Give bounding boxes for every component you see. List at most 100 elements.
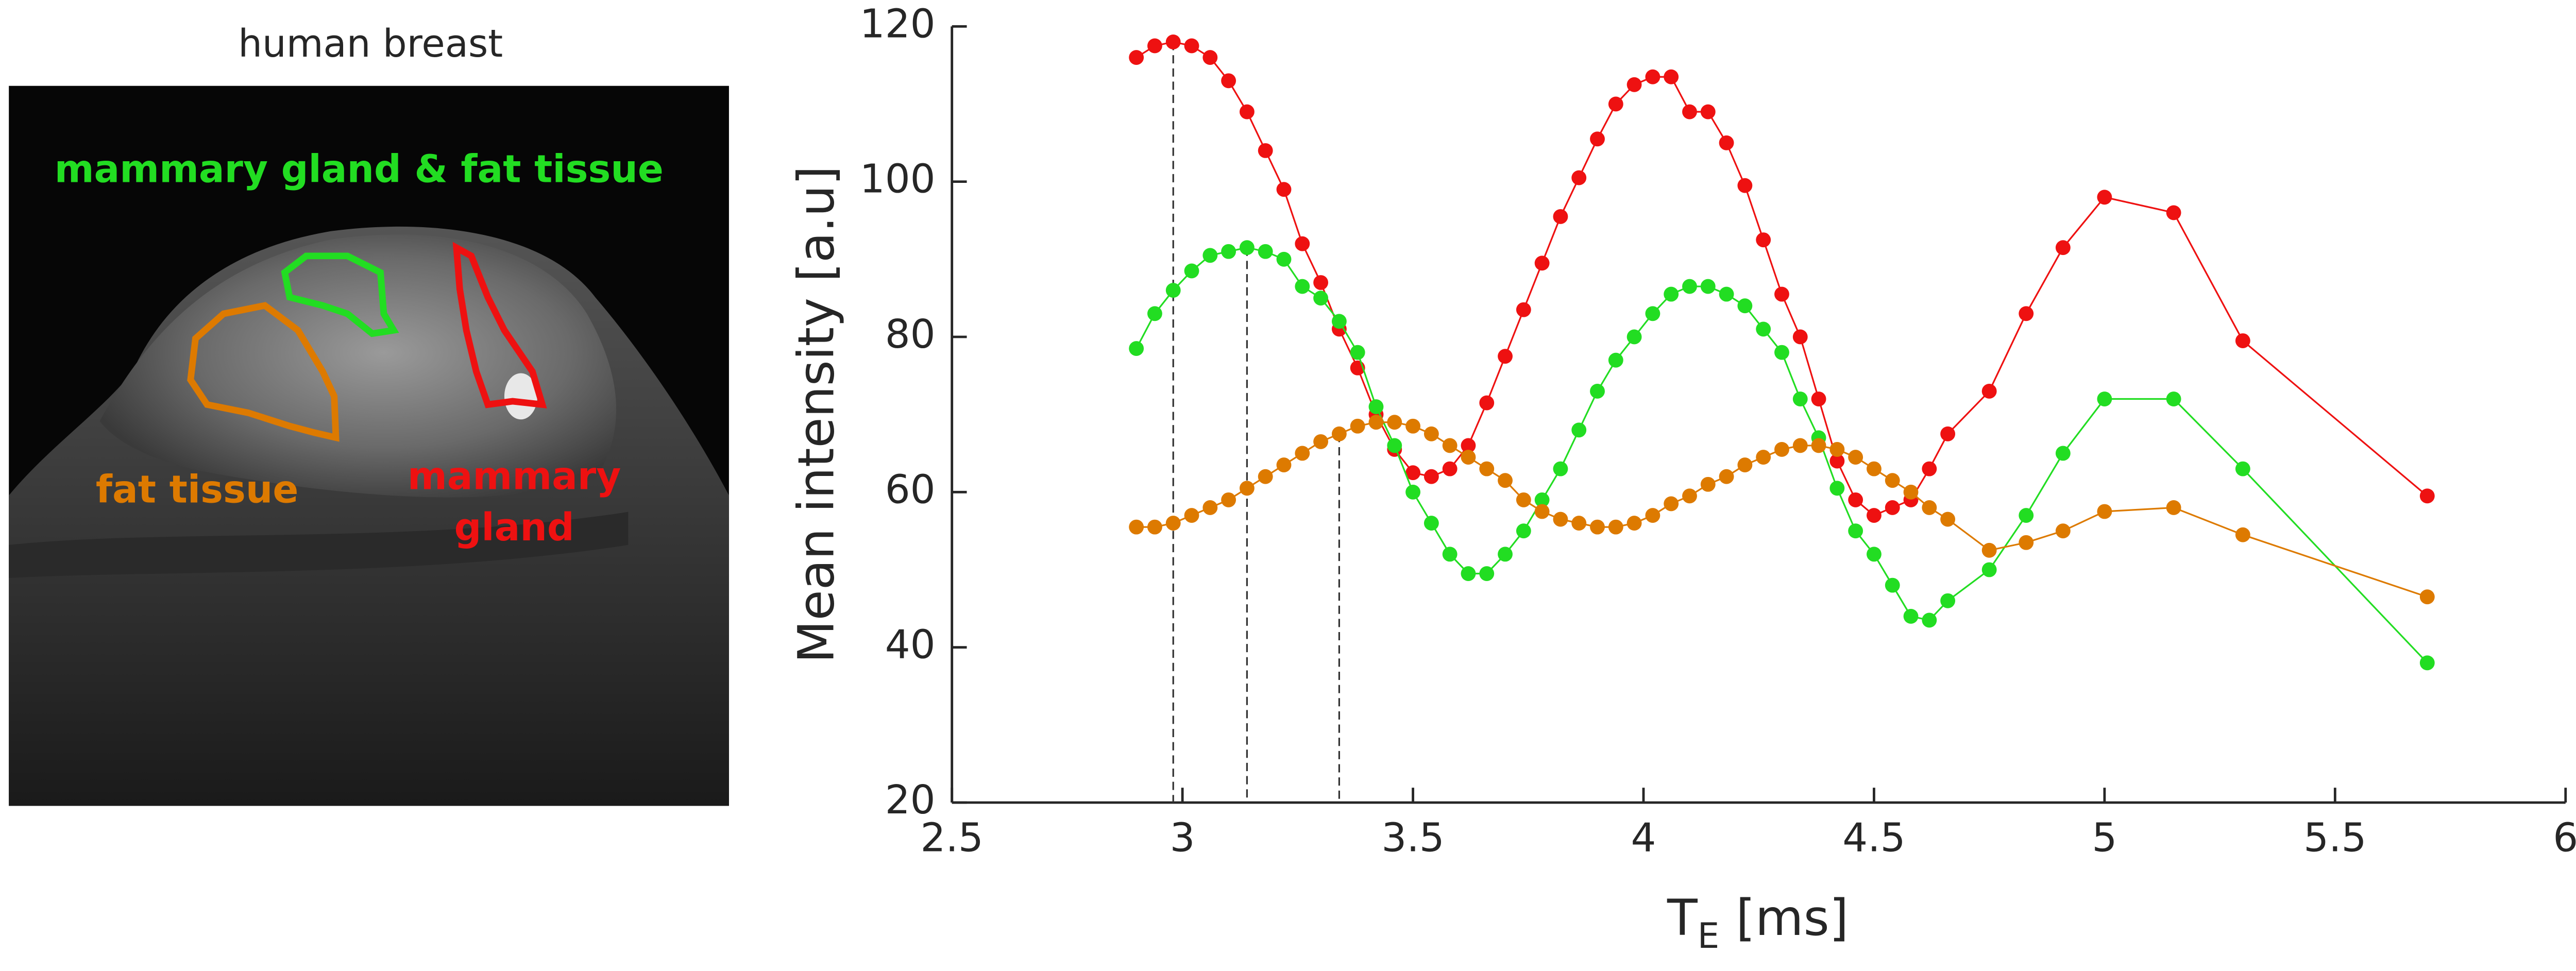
data-point [1184,263,1199,279]
data-point [1645,306,1660,321]
data-point [1553,512,1568,527]
data-point [1903,484,1919,500]
data-point [2235,333,2250,348]
data-point [1516,302,1531,317]
data-point [1756,232,1771,248]
x-tick-label: 4.5 [1842,815,1905,861]
data-point [1405,418,1420,434]
data-point [1867,508,1882,523]
data-point [1848,450,1863,465]
data-point [1387,415,1402,430]
data-point [1479,566,1495,581]
x-tick-label: 3.5 [1381,815,1444,861]
data-point [1221,492,1236,507]
data-point [2097,391,2112,406]
data-point [2097,190,2112,205]
x-axis-label-sub: E [1698,915,1720,956]
data-point [1682,488,1697,504]
data-point [1516,523,1531,539]
data-point [1239,240,1255,255]
data-point [1387,438,1402,453]
series-line [1136,41,2428,517]
data-point [1516,492,1531,507]
data-point [1829,481,1845,496]
data-point [1940,426,1956,441]
data-point [1147,306,1162,321]
data-point [1405,465,1420,481]
data-point [1774,345,1789,360]
data-point [1258,469,1273,484]
data-point [1479,395,1495,411]
data-point [2055,523,2071,539]
data-point [2419,655,2435,671]
data-point [1626,516,1642,531]
data-point [2419,488,2435,504]
data-point [1313,291,1329,306]
data-point [1423,469,1439,484]
data-point [1737,298,1753,314]
data-point [1981,562,1997,577]
data-point [1792,438,1808,453]
data-point [1461,450,1476,465]
data-point [2166,205,2181,220]
data-point [2055,446,2071,461]
data-point [1331,426,1347,441]
series-line [1136,421,2428,598]
data-point [1756,321,1771,337]
data-point [1571,422,1587,438]
region-label: fat tissue [96,468,298,512]
data-point [1202,50,1218,65]
data-point [1867,461,1882,476]
x-tick-label: 6 [2553,815,2576,861]
data-point [1682,279,1697,294]
data-point [1922,612,1937,628]
data-point [1811,391,1826,406]
image-title: human breast [238,22,503,66]
data-point [1239,104,1255,120]
data-point [1664,69,1679,84]
mri-image [9,86,729,806]
data-point [1867,547,1882,562]
data-point [2166,391,2181,406]
data-point [1940,512,1956,527]
data-point [1553,461,1568,476]
data-point [1608,519,1623,535]
x-axis-label-unit: [ms] [1736,889,1849,947]
data-point [1885,500,1900,515]
data-point [1258,244,1273,259]
data-point [1368,399,1384,415]
x-tick-label: 4 [1631,815,1656,861]
data-point [2055,240,2071,255]
data-point [1922,461,1937,476]
data-point [1129,50,1144,65]
data-point [1423,516,1439,531]
data-point [1922,500,1937,515]
data-point [1645,508,1660,523]
data-point [1571,170,1587,185]
data-point [1165,283,1181,298]
series-line [1136,247,2428,663]
data-point [1202,248,1218,263]
data-point [1276,457,1292,473]
data-point [1664,496,1679,512]
data-point [1442,547,1458,562]
data-point [1221,73,1236,89]
x-axis-label: TE [ms] [1667,889,1849,956]
data-point [1405,484,1420,500]
data-point [1534,255,1550,271]
data-point [1700,279,1716,294]
x-axis-label-main: T [1667,889,1698,947]
data-point [1221,244,1236,259]
data-point [1276,182,1292,197]
data-point [1829,453,1845,469]
data-point [1498,349,1513,364]
data-point [1461,438,1476,453]
roi-fat [187,302,340,442]
data-point [1626,329,1642,345]
data-point [2019,306,2034,321]
data-point [1885,577,1900,593]
data-point [1848,492,1863,507]
data-point [1239,481,1255,496]
data-point [1442,438,1458,453]
